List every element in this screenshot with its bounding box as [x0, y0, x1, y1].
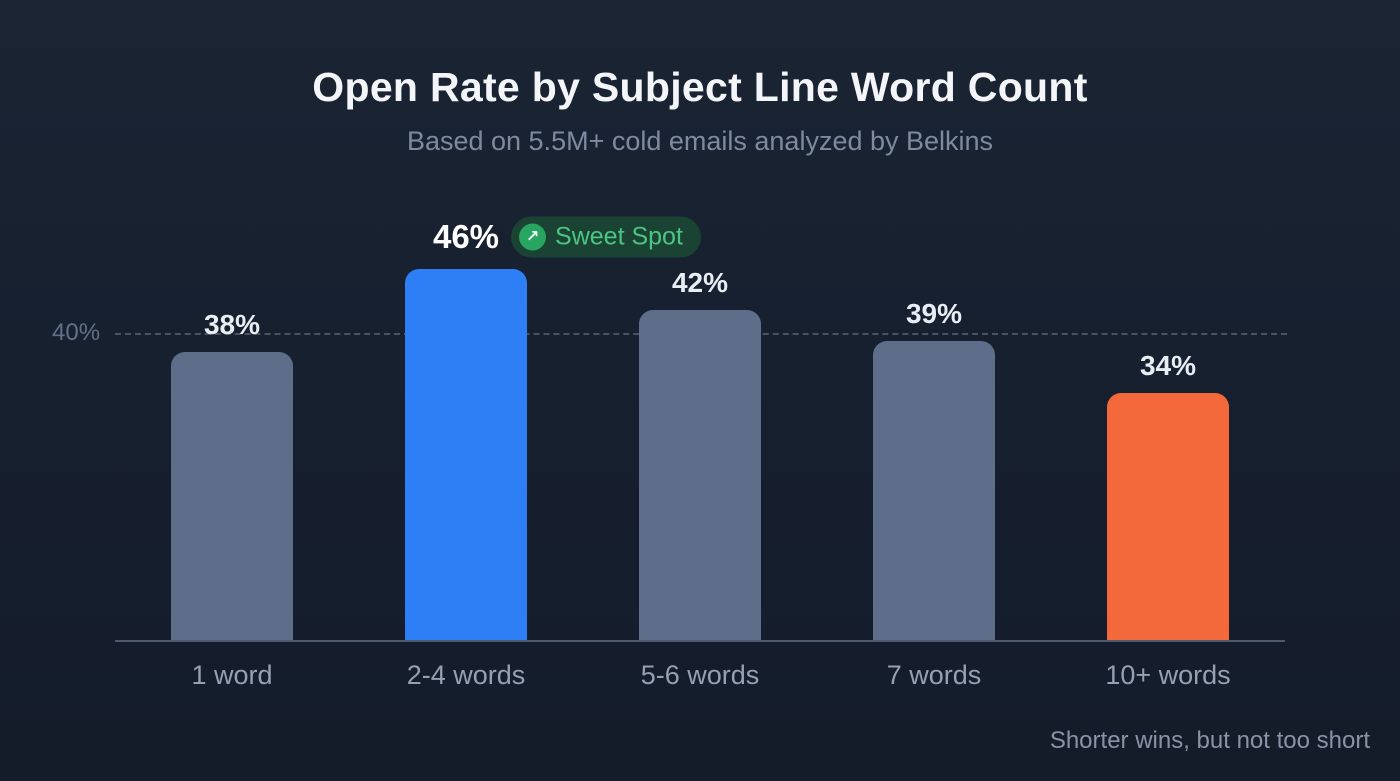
plot-area: 38% 1 word 46% ↗ Sweet Spot 2-4 words 42% 5-6 w…	[115, 200, 1285, 690]
bar-value-label: 39%	[905, 298, 963, 329]
bar-value-label: 42%	[671, 267, 729, 298]
x-axis-line	[115, 640, 1285, 642]
x-axis-label: 7 words	[886, 660, 982, 690]
bar-2-4-words	[405, 269, 527, 640]
x-axis-label: 2-4 words	[406, 660, 526, 690]
bar-value-label: 46% ↗ Sweet Spot	[433, 216, 701, 258]
sweet-spot-badge-label: Sweet Spot	[555, 222, 683, 251]
bar-value-label: 38%	[203, 309, 261, 340]
x-axis-label: 1 word	[191, 660, 273, 690]
bar-group-1: 38% 1 word	[115, 200, 349, 690]
bar-group-3: 42% 5-6 words	[583, 200, 817, 690]
bar-10-words	[1107, 393, 1229, 640]
bars-row: 38% 1 word 46% ↗ Sweet Spot 2-4 words 42% 5-6 w…	[115, 200, 1285, 690]
page-subtitle: Based on 5.5M+ cold emails analyzed by B…	[406, 126, 994, 156]
bar-value-label: 34%	[1139, 350, 1197, 381]
page-title: Open Rate by Subject Line Word Count	[312, 64, 1088, 110]
bar-group-2: 46% ↗ Sweet Spot 2-4 words	[349, 200, 701, 690]
bar-group-5: 34% 10+ words	[1051, 200, 1285, 690]
sweet-spot-badge: ↗ Sweet Spot	[511, 216, 701, 258]
footnote: Shorter wins, but not too short	[1049, 727, 1370, 754]
bar-5-6-words	[639, 310, 761, 640]
y-gridline-label: 40%	[52, 319, 101, 346]
bar-1-word	[171, 352, 293, 640]
x-axis-label: 5-6 words	[640, 660, 760, 690]
bar-group-4: 39% 7 words	[817, 200, 1051, 690]
arrow-up-right-icon: ↗	[519, 223, 547, 251]
x-axis-label: 10+ words	[1105, 660, 1231, 690]
bar-7-words	[873, 341, 995, 640]
